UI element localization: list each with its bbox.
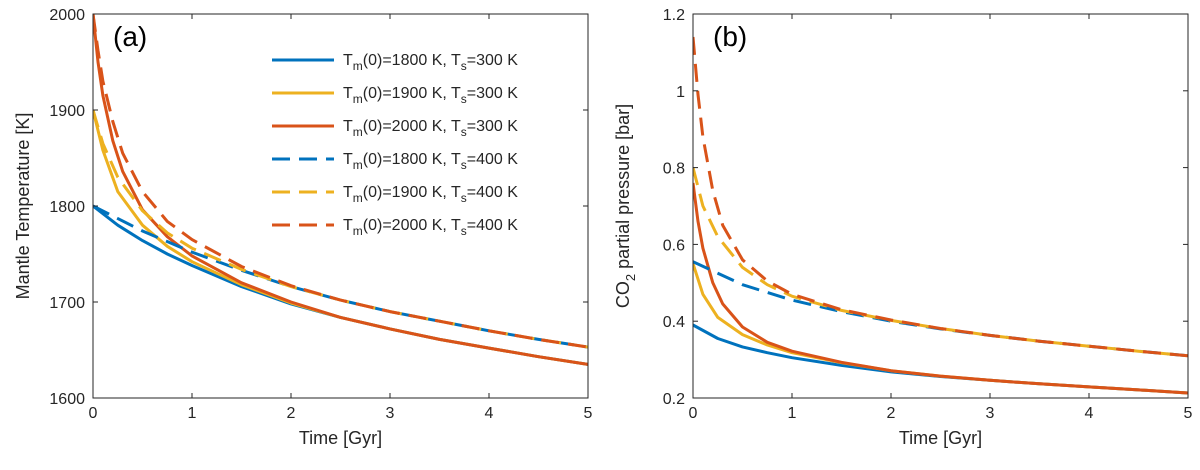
x-tick-label: 3	[386, 405, 395, 422]
series-line-5	[93, 109, 588, 349]
y-tick-label: 0.4	[663, 314, 685, 331]
y-tick-label: 1.2	[663, 7, 685, 24]
x-axis-label: Time [Gyr]	[899, 428, 982, 448]
x-tick-label: 2	[287, 405, 296, 422]
y-tick-label: 0.8	[663, 161, 685, 178]
x-tick-label: 3	[986, 405, 995, 422]
legend: Tm(0)=1800 K, Ts=300 K Tm(0)=1900 K, Ts=3…	[272, 52, 518, 238]
legend-label-4: Tm(0)=1800 K, Ts=400 K	[343, 151, 518, 172]
legend-label-3: Tm(0)=2000 K, Ts=300 K	[343, 118, 518, 139]
x-tick-label: 1	[788, 405, 797, 422]
series-line-3	[693, 182, 1188, 395]
x-axis-label: Time [Gyr]	[299, 428, 382, 448]
panel-label: (a)	[113, 21, 147, 52]
legend-label-1: Tm(0)=1800 K, Ts=300 K	[343, 52, 518, 73]
x-tick-label: 5	[584, 405, 593, 422]
panel-label: (b)	[713, 21, 747, 52]
y-tick-label: 1900	[49, 103, 85, 120]
y-axis-label: CO2 partial pressure [bar]	[613, 104, 638, 308]
y-tick-label: 1600	[49, 391, 85, 408]
legend-label-6: Tm(0)=2000 K, Ts=400 K	[343, 217, 518, 238]
series-line-1	[693, 323, 1188, 395]
series-line-6	[693, 36, 1188, 358]
y-tick-label: 0.6	[663, 237, 685, 254]
y-tick-label: 0.2	[663, 391, 685, 408]
x-tick-label: 0	[89, 405, 98, 422]
legend-label-2: Tm(0)=1900 K, Ts=300 K	[343, 85, 518, 106]
x-tick-label: 5	[1184, 405, 1193, 422]
x-tick-label: 4	[1085, 405, 1094, 422]
legend-label-5: Tm(0)=1900 K, Ts=400 K	[343, 184, 518, 205]
panel-a-temperature: 0 1 2 3 4 5 1600 1700 1800 1900 2000 Time [Gyr] Mant…	[13, 7, 593, 448]
panel-b-co2-pressure: 0 1 2 3 4 5 0.2 0.4 0.6 0.8 1 1.2 Time [Gyr] CO2 part…	[613, 7, 1193, 448]
y-axis-label: Mantle Temperature [K]	[13, 113, 33, 300]
series-line-6	[93, 14, 588, 349]
y-tick-label: 1700	[49, 295, 85, 312]
y-tick-label: 1	[676, 84, 685, 101]
x-tick-label: 4	[485, 405, 494, 422]
series-line-3	[93, 14, 588, 366]
y-tick-label: 1800	[49, 199, 85, 216]
axes-box	[692, 13, 1189, 399]
series-lines	[693, 36, 1188, 395]
x-tick-label: 0	[689, 405, 698, 422]
series-lines	[93, 14, 588, 366]
y-tick-label: 2000	[49, 7, 85, 24]
x-tick-label: 2	[887, 405, 896, 422]
x-tick-label: 1	[188, 405, 197, 422]
axes-box	[92, 13, 589, 399]
